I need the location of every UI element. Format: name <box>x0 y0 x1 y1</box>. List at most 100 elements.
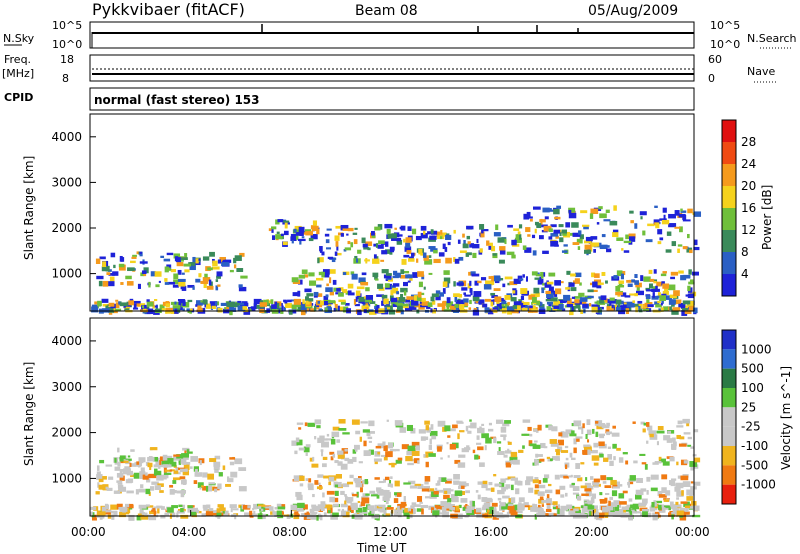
echo-cell <box>445 234 452 241</box>
echo-cell <box>164 512 170 516</box>
echo-cell <box>624 295 631 298</box>
echo-cell <box>461 287 468 291</box>
echo-cell <box>647 304 654 307</box>
echo-cell <box>305 231 314 236</box>
echo-cell <box>497 237 506 243</box>
echo-cell <box>635 489 644 496</box>
echo-cell <box>386 419 389 422</box>
echo-cell <box>323 475 329 479</box>
echo-cell <box>313 305 317 312</box>
echo-cell <box>202 486 208 491</box>
echo-cell <box>182 459 187 465</box>
echo-cell <box>577 426 584 430</box>
echo-cell <box>661 219 670 225</box>
echo-cell <box>474 454 479 460</box>
echo-cell <box>420 504 429 509</box>
echo-cell <box>575 509 581 515</box>
echo-cell <box>629 475 636 481</box>
echo-cell <box>182 447 190 451</box>
echo-cell <box>663 499 669 502</box>
echo-cell <box>628 233 636 239</box>
echo-cell <box>108 273 115 276</box>
echo-cell <box>472 252 477 259</box>
echo-cell <box>299 239 302 245</box>
echo-cell <box>599 435 605 439</box>
echo-cell <box>110 504 119 510</box>
echo-cell <box>368 440 372 443</box>
echo-cell <box>611 432 620 437</box>
echo-cell <box>329 291 334 296</box>
echo-cell <box>445 480 452 484</box>
echo-cell <box>146 478 151 483</box>
echo-cell <box>630 220 634 224</box>
echo-cell <box>169 484 174 488</box>
echo-cell <box>602 481 607 484</box>
echo-cell <box>389 246 395 253</box>
echo-cell <box>646 476 651 482</box>
echo-cell <box>320 501 326 507</box>
echo-cell <box>500 298 504 302</box>
echo-cell <box>555 505 560 510</box>
echo-cell <box>617 284 625 288</box>
echo-cell <box>677 248 680 253</box>
echo-cell <box>347 283 354 289</box>
echo-cell <box>355 507 363 513</box>
echo-cell <box>317 257 320 264</box>
echo-cell <box>294 225 302 232</box>
echo-cell <box>653 219 660 225</box>
echo-cell <box>688 281 695 285</box>
echo-cell <box>399 427 407 433</box>
echo-cell <box>377 283 384 289</box>
echo-cell <box>506 306 515 311</box>
echo-cell <box>148 515 157 521</box>
echo-cell <box>406 450 415 456</box>
echo-cell <box>539 306 545 309</box>
echo-cell <box>477 446 484 451</box>
echo-cell <box>616 270 623 277</box>
echo-cell <box>494 296 502 302</box>
echo-cell <box>462 243 469 249</box>
echo-cell <box>230 507 233 513</box>
echo-cell <box>521 503 524 509</box>
echo-cell <box>296 422 304 425</box>
echo-cell <box>174 301 177 305</box>
echo-cell <box>233 303 240 308</box>
echo-cell <box>205 305 212 309</box>
echo-cell <box>615 306 622 312</box>
x-tick-label: 16:00 <box>474 525 509 539</box>
echo-cell <box>303 274 309 278</box>
echo-cell <box>599 298 604 304</box>
echo-cell <box>298 274 306 279</box>
echo-cell <box>129 503 134 508</box>
echo-cell <box>163 258 171 262</box>
echo-cell <box>572 242 580 246</box>
echo-cell <box>411 228 417 235</box>
echo-cell <box>542 250 549 254</box>
echo-cell <box>419 501 423 504</box>
echo-cell <box>535 454 543 457</box>
echo-cell <box>476 238 479 244</box>
echo-cell <box>660 273 667 277</box>
echo-cell <box>518 278 524 281</box>
echo-cell <box>548 512 556 517</box>
echo-cell <box>374 305 377 310</box>
echo-cell <box>446 306 450 310</box>
echo-cell <box>361 272 367 276</box>
echo-cell <box>505 485 509 490</box>
echo-cell <box>117 484 124 489</box>
echo-cell <box>550 233 559 237</box>
echo-cell <box>363 246 369 250</box>
echo-cell <box>344 302 350 306</box>
echo-cell <box>391 285 396 290</box>
echo-cell <box>374 276 378 280</box>
echo-cell <box>539 302 543 306</box>
echo-cell <box>609 305 613 309</box>
echo-cell <box>396 302 403 306</box>
echo-cell <box>534 477 539 480</box>
echo-cell <box>472 243 480 249</box>
echo-cell <box>488 422 492 426</box>
echo-cell <box>555 458 561 461</box>
echo-cell <box>557 508 560 514</box>
echo-cell <box>693 239 698 246</box>
echo-cell <box>178 458 182 465</box>
